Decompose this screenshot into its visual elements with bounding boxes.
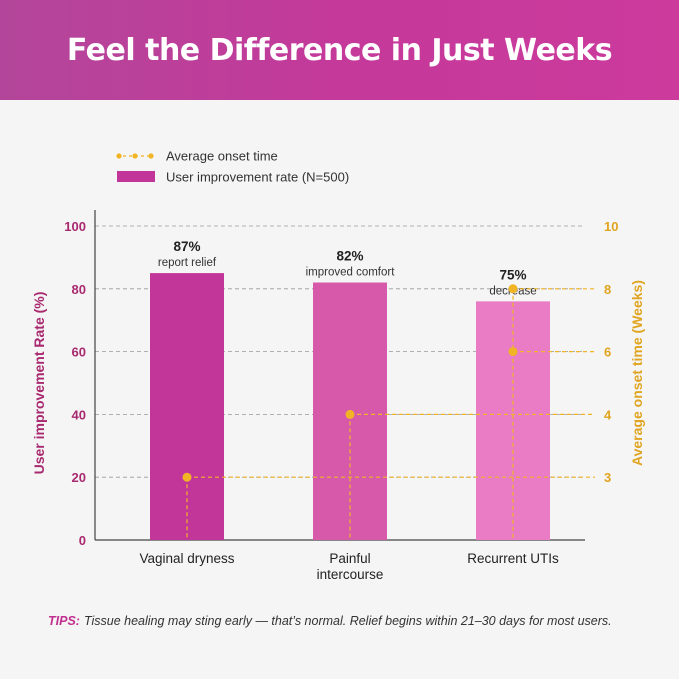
tips-text: Tissue healing may sting early — that’s … (83, 614, 612, 628)
header-banner: Feel the Difference in Just Weeks (0, 0, 679, 100)
bar-sub-label: report relief (158, 257, 217, 269)
right-tick-label: 6 (604, 345, 611, 360)
category-label: Painful (329, 551, 370, 566)
right-tick-label: 4 (604, 407, 612, 422)
category-label: intercourse (317, 567, 384, 582)
onset-point (508, 284, 518, 294)
tips-label: TIPS: (48, 614, 80, 628)
legend-bar-swatch (117, 171, 155, 182)
right-tick-label: 3 (604, 470, 611, 485)
onset-point (345, 409, 355, 419)
onset-point (182, 472, 192, 482)
category-label: Vaginal dryness (139, 551, 234, 566)
left-tick-label: 80 (72, 282, 86, 297)
left-axis-title: User improvement Rate (%) (31, 292, 47, 475)
right-axis-title: Average onset time (Weeks) (629, 280, 645, 466)
bar (476, 301, 550, 540)
bar-value-label: 75% (499, 267, 526, 282)
bar-sub-label: improved comfort (306, 267, 396, 279)
legend-line-marker (116, 153, 122, 159)
legend-line-label: Average onset time (166, 149, 278, 164)
legend-bar-label: User improvement rate (N=500) (166, 170, 349, 185)
right-tick-label: 10 (604, 219, 618, 234)
tips-note: TIPS: Tissue healing may sting early — th… (48, 614, 612, 628)
left-tick-label: 100 (64, 219, 86, 234)
bar-value-label: 82% (336, 249, 363, 264)
legend-line-marker (132, 153, 138, 159)
left-tick-label: 20 (72, 470, 86, 485)
onset-point (508, 347, 518, 357)
category-label: Recurrent UTIs (467, 551, 559, 566)
left-tick-label: 0 (79, 533, 86, 548)
left-tick-label: 40 (72, 407, 86, 422)
right-tick-label: 8 (604, 282, 611, 297)
page-title: Feel the Difference in Just Weeks (66, 32, 613, 68)
left-tick-label: 60 (72, 345, 86, 360)
bar-value-label: 87% (173, 239, 200, 254)
bar (150, 273, 224, 540)
legend-line-marker (148, 153, 154, 159)
